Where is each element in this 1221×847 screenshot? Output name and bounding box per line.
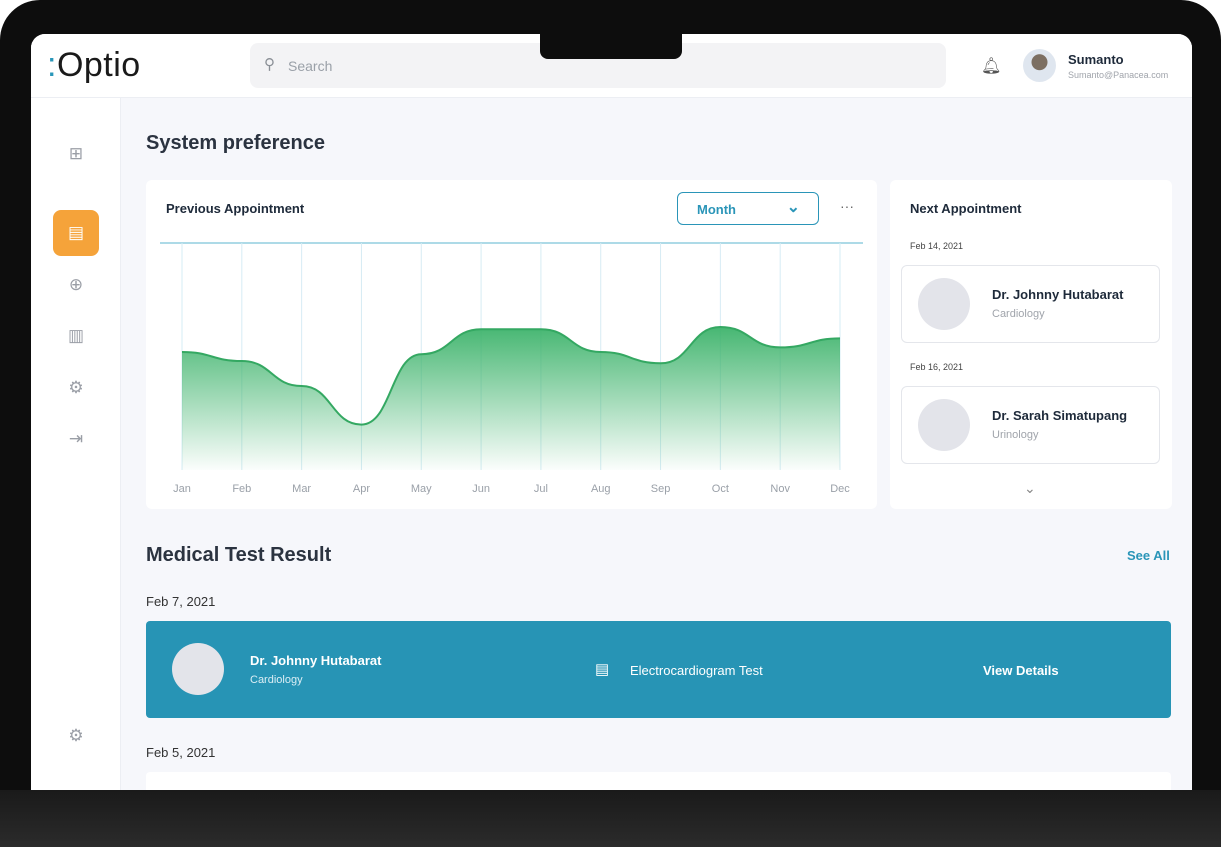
period-dropdown[interactable]: Month ⌄: [677, 192, 819, 225]
result-row[interactable]: Dr. Johnny Hutabarat Cardiology ▤ Electr…: [146, 621, 1171, 718]
doctor-specialty: Cardiology: [250, 674, 303, 686]
search-placeholder: Search: [288, 58, 333, 74]
sidebar-item-appointments[interactable]: ▤: [53, 210, 99, 256]
settings-icon: ⚙: [68, 378, 84, 397]
x-tick-label: Apr: [353, 483, 370, 495]
x-tick-label: Aug: [591, 483, 611, 495]
dashboard-icon: ⊞: [68, 144, 84, 163]
bell-icon[interactable]: 🔔︎: [981, 58, 1002, 75]
x-tick-label: Jun: [472, 483, 490, 495]
more-icon[interactable]: ···: [840, 198, 854, 214]
sidebar-item-preferences[interactable]: ⚙: [53, 713, 99, 759]
avatar[interactable]: [1023, 49, 1056, 82]
x-tick-label: Sep: [651, 483, 671, 495]
doctor-name: Dr. Sarah Simatupang: [992, 408, 1128, 423]
appointment-date: Feb 14, 2021: [910, 241, 964, 251]
doctor-specialty: Urinology: [992, 429, 1039, 441]
result-date: Feb 7, 2021: [146, 594, 216, 609]
previous-appointment-card: Previous Appointment Month ⌄ ··· Jan Feb Ma…: [146, 180, 877, 509]
test-name: Electrocardiogram Test: [630, 663, 763, 678]
doctor-name: Dr. Johnny Hutabarat: [250, 653, 382, 668]
x-tick-label: Oct: [712, 483, 729, 495]
laptop-base: [0, 790, 1221, 847]
ecg-icon: ▤: [595, 661, 610, 678]
x-tick-label: Nov: [770, 483, 790, 495]
medical-kit-icon: ⊕: [68, 275, 84, 294]
doctor-avatar: [918, 278, 970, 330]
sidebar-item-settings[interactable]: ⚙: [53, 365, 99, 411]
camera-notch: [540, 30, 682, 59]
chevron-down-icon: ⌄: [786, 199, 800, 216]
settings-bottom-icon: ⚙: [68, 726, 84, 745]
area-fill: [182, 326, 840, 470]
search-input[interactable]: ⚲ Search: [250, 43, 946, 88]
appointment-chart: Jan Feb Mar Apr May Jun Jul Aug Sep Oct Nov Dec: [160, 242, 863, 495]
sidebar-item-reports[interactable]: ▥: [53, 313, 99, 359]
result-row[interactable]: [146, 772, 1171, 790]
x-tick-label: Dec: [830, 483, 850, 495]
doctor-avatar: [918, 399, 970, 451]
clipboard-icon: ▤: [67, 223, 85, 242]
x-tick-label: Jan: [173, 483, 191, 495]
period-value: Month: [697, 202, 736, 217]
chevron-down-icon[interactable]: ⌄: [1024, 480, 1036, 496]
sidebar-item-dashboard[interactable]: ⊞: [53, 131, 99, 177]
user-name: Sumanto: [1068, 52, 1124, 67]
login-icon: ⇥: [68, 429, 84, 448]
x-tick-label: Feb: [232, 483, 251, 495]
appointment-item[interactable]: Dr. Johnny Hutabarat Cardiology: [901, 265, 1160, 343]
x-tick-label: May: [411, 483, 432, 495]
logo[interactable]: :Optio: [47, 46, 141, 84]
appointment-item[interactable]: Dr. Sarah Simatupang Urinology: [901, 386, 1160, 464]
medical-results-title: Medical Test Result: [146, 544, 332, 566]
x-tick-label: Mar: [292, 483, 311, 495]
see-all-link[interactable]: See All: [1127, 548, 1170, 563]
result-date: Feb 5, 2021: [146, 745, 216, 760]
user-email: Sumanto@Panacea.com: [1068, 70, 1169, 80]
previous-appointment-title: Previous Appointment: [166, 201, 305, 216]
next-appointment-card: Next Appointment Feb 14, 2021 Dr. Johnny…: [890, 180, 1172, 509]
sidebar: ⊞ ▤ ⊕ ▥ ⚙ ⇥ ⚙: [31, 98, 121, 790]
next-appointment-title: Next Appointment: [910, 201, 1022, 216]
appointment-date: Feb 16, 2021: [910, 362, 964, 372]
search-icon: ⚲: [264, 56, 275, 73]
doctor-avatar: [172, 643, 224, 695]
app-screen: :Optio ⚲ Search 🔔︎ Sumanto Sumanto@Panac…: [31, 34, 1192, 790]
x-tick-label: Jul: [534, 483, 548, 495]
doctor-specialty: Cardiology: [992, 308, 1045, 320]
sidebar-item-medical[interactable]: ⊕: [53, 262, 99, 308]
sidebar-item-login[interactable]: ⇥: [53, 416, 99, 462]
chart-icon: ▥: [67, 326, 85, 345]
view-details-button[interactable]: View Details: [983, 663, 1059, 678]
doctor-name: Dr. Johnny Hutabarat: [992, 287, 1124, 302]
page-title: System preference: [146, 132, 325, 154]
